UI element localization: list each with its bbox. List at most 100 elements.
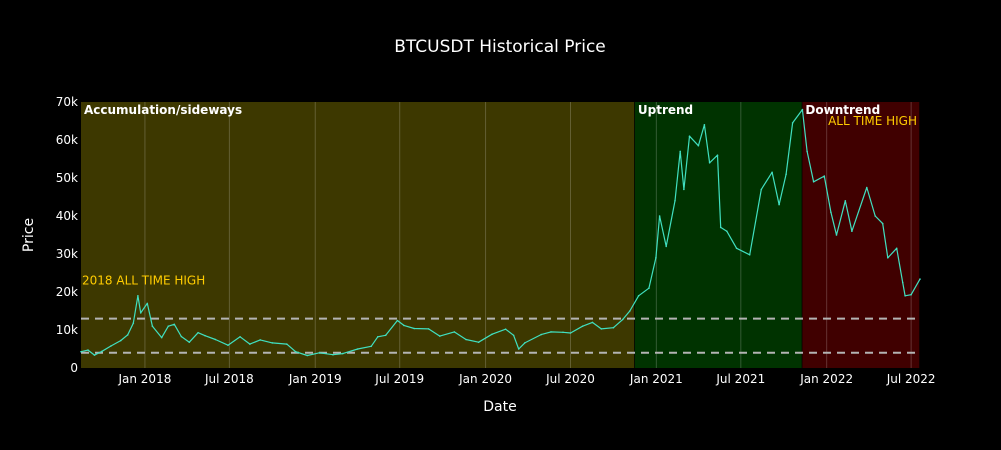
- x-axis-title: Date: [483, 399, 516, 415]
- price-point: [806, 150, 808, 153]
- price-point: [648, 287, 650, 290]
- price-point: [726, 230, 728, 232]
- x-tick-label: Jul 2021: [715, 372, 765, 386]
- price-point: [214, 338, 217, 341]
- chart-title: BTCUSDT Historical Price: [394, 37, 606, 57]
- price-point: [771, 171, 773, 174]
- price-point: [569, 332, 572, 334]
- price-point: [465, 338, 467, 341]
- price-point: [708, 162, 711, 164]
- region-0: [81, 102, 635, 368]
- price-point: [823, 175, 826, 177]
- price-point: [318, 352, 321, 354]
- region-label-1: Uptrend: [638, 103, 693, 117]
- price-point: [688, 135, 691, 137]
- price-point: [286, 343, 288, 345]
- price-point: [160, 336, 163, 339]
- price-point: [512, 334, 515, 337]
- price-point: [87, 349, 89, 351]
- price-point: [271, 342, 274, 344]
- price-point: [180, 335, 183, 338]
- price-point: [844, 200, 847, 202]
- price-point: [259, 339, 262, 341]
- price-point: [167, 325, 170, 328]
- price-point: [540, 333, 542, 336]
- price-point: [80, 350, 82, 353]
- price-point: [524, 342, 526, 344]
- price-point: [294, 350, 297, 353]
- price-point: [622, 318, 624, 321]
- price-point: [139, 312, 142, 314]
- y-axis-title: Price: [21, 218, 37, 252]
- price-point: [919, 278, 921, 280]
- price-point: [748, 254, 751, 256]
- price-point: [249, 343, 251, 345]
- price-point: [760, 188, 763, 191]
- price-point: [146, 302, 149, 305]
- price-point: [637, 295, 640, 297]
- price-point: [137, 295, 139, 297]
- price-point: [665, 245, 667, 248]
- price-point: [581, 325, 584, 328]
- price-point: [881, 222, 884, 225]
- price-point: [101, 350, 103, 353]
- x-tick-label: Jan 2020: [458, 372, 512, 386]
- price-point: [887, 257, 889, 259]
- region-1: [634, 102, 803, 368]
- price-point: [791, 122, 794, 124]
- price-point: [716, 154, 719, 156]
- price-point: [93, 354, 96, 356]
- x-tick-label: Jan 2021: [629, 372, 683, 386]
- annotation-0: 2018 ALL TIME HIGH: [82, 273, 205, 287]
- region-label-2: Downtrend: [805, 103, 880, 117]
- y-tick-label: 0: [70, 361, 78, 375]
- price-point: [629, 310, 631, 312]
- price-point: [904, 295, 906, 297]
- y-tick-label: 40k: [56, 209, 78, 223]
- price-point: [188, 341, 191, 344]
- price-point: [342, 352, 344, 355]
- price-point: [910, 293, 912, 296]
- y-tick-label: 50k: [56, 171, 78, 185]
- price-point: [562, 331, 564, 334]
- price-point: [735, 247, 738, 250]
- price-point: [119, 339, 122, 342]
- price-point: [239, 336, 241, 338]
- price-point: [719, 226, 722, 229]
- price-point: [151, 325, 154, 328]
- price-point: [895, 247, 898, 250]
- price-point: [197, 331, 199, 334]
- price-point: [874, 215, 876, 217]
- price-point: [812, 181, 815, 183]
- price-point: [679, 150, 681, 153]
- price-point: [126, 334, 129, 336]
- price-point: [550, 331, 552, 333]
- price-point: [851, 230, 853, 232]
- price-point: [227, 344, 229, 347]
- price-point: [835, 234, 838, 236]
- x-tick-label: Jan 2022: [799, 372, 853, 386]
- y-tick-label: 70k: [56, 95, 78, 109]
- price-point: [504, 328, 507, 331]
- price-point: [901, 281, 904, 284]
- price-point: [658, 215, 661, 217]
- x-tick-label: Jul 2018: [204, 372, 254, 386]
- annotation-1: ALL TIME HIGH: [828, 114, 917, 128]
- x-tick-label: Jan 2019: [288, 372, 342, 386]
- y-tick-label: 20k: [56, 285, 78, 299]
- price-point: [830, 211, 832, 213]
- x-tick-label: Jul 2022: [886, 372, 936, 386]
- price-point: [384, 334, 387, 337]
- price-point: [356, 348, 359, 350]
- y-tick-label: 10k: [56, 323, 78, 337]
- price-point: [132, 322, 135, 325]
- x-tick-label: Jul 2020: [545, 372, 595, 386]
- price-point: [396, 319, 399, 322]
- price-point: [655, 257, 657, 259]
- price-point: [377, 336, 379, 338]
- price-point: [703, 124, 706, 126]
- price-point: [517, 348, 520, 350]
- price-point: [204, 334, 206, 337]
- region-label-0: Accumulation/sideways: [84, 103, 242, 117]
